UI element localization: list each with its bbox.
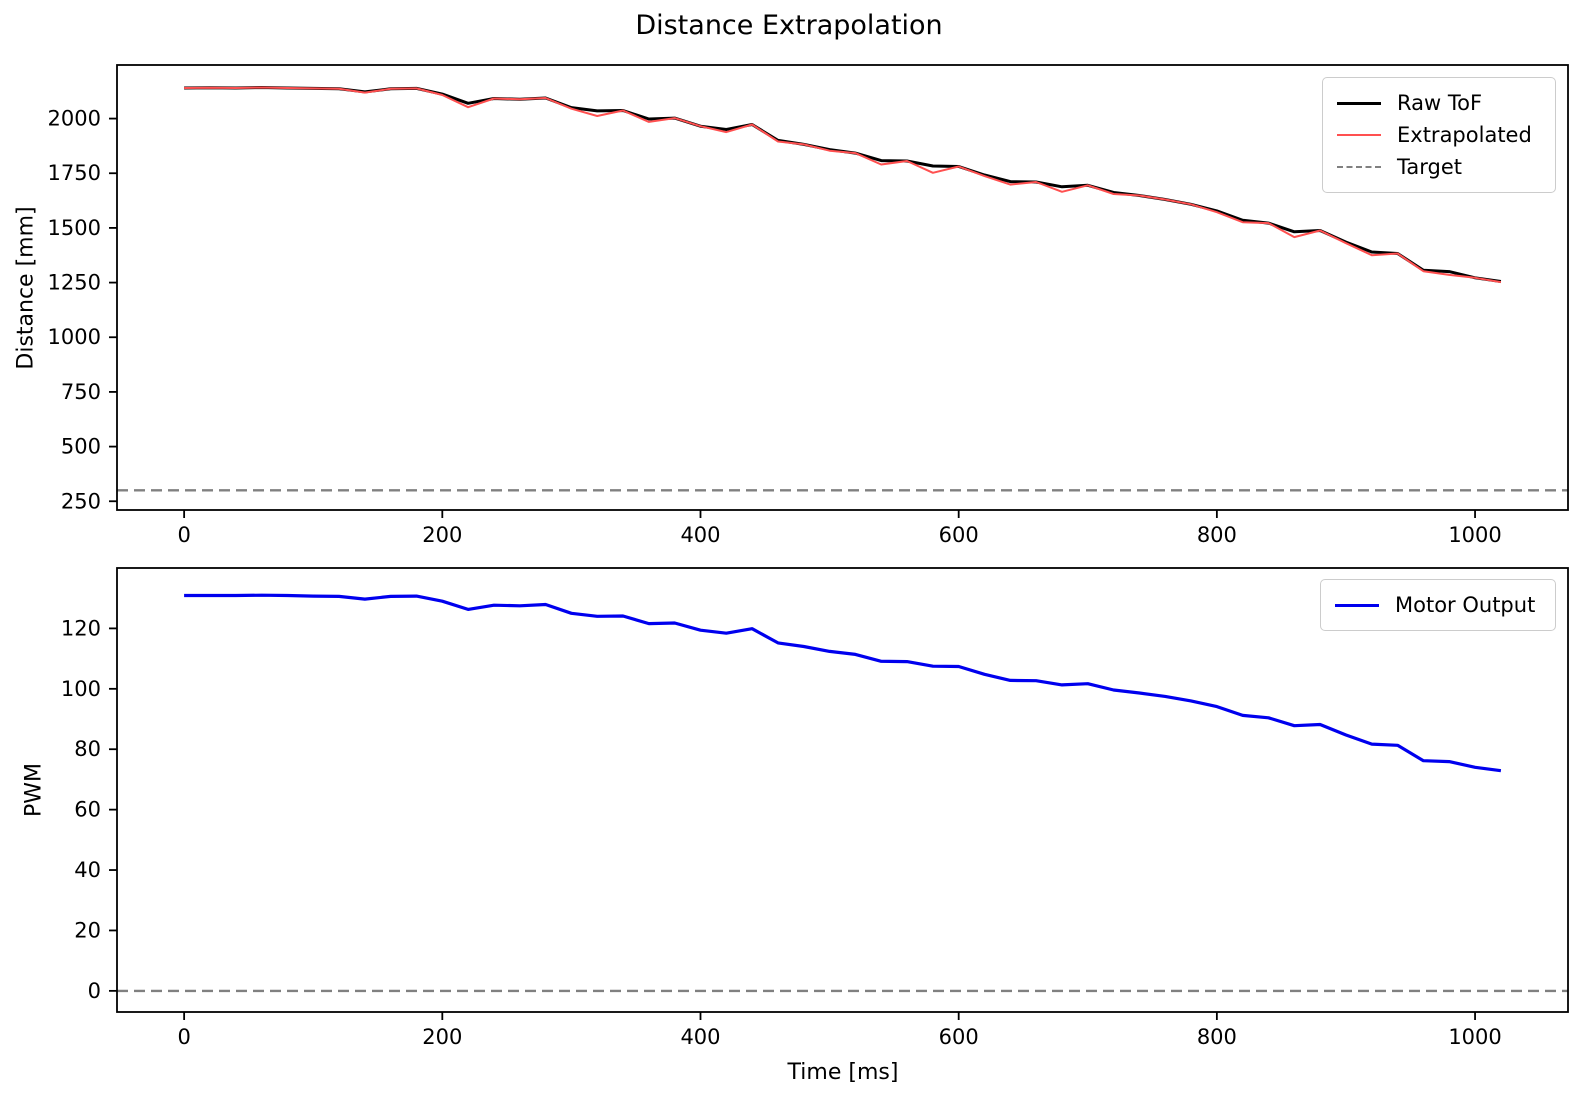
y-tick-label: 20 — [74, 918, 101, 942]
legend-label-target: Target — [1397, 155, 1462, 179]
y-tick-label: 0 — [88, 979, 101, 1003]
figure-title: Distance Extrapolation — [635, 10, 943, 41]
series-line-raw-tof — [184, 86, 1502, 283]
distance-legend: Raw ToF Extrapolated Target — [1322, 77, 1556, 193]
y-tick-label: 1500 — [48, 216, 101, 240]
y-tick-label: 750 — [61, 380, 101, 404]
x-tick-label: 200 — [422, 523, 462, 547]
legend-item-raw-tof: Raw ToF — [1337, 87, 1541, 119]
y-tick-label: 250 — [61, 489, 101, 513]
y-tick-label: 120 — [61, 616, 101, 640]
legend-item-motor-output: Motor Output — [1335, 589, 1541, 621]
y-tick-label: 500 — [61, 435, 101, 459]
x-tick-label: 800 — [1197, 1025, 1237, 1049]
axes-box — [116, 64, 1569, 511]
x-tick-label: 400 — [680, 1025, 720, 1049]
y-tick-label: 60 — [74, 798, 101, 822]
pwm-legend: Motor Output — [1320, 579, 1556, 631]
distance-y-axis-label: Distance [mm] — [13, 206, 39, 370]
y-tick-label: 80 — [74, 737, 101, 761]
legend-item-target: Target — [1337, 151, 1541, 183]
x-tick-label: 1000 — [1448, 523, 1501, 547]
legend-label-raw-tof: Raw ToF — [1397, 91, 1483, 115]
target-line-swatch — [1337, 166, 1381, 168]
x-tick-label: 0 — [177, 1025, 190, 1049]
series-line-motor-output — [184, 593, 1502, 773]
legend-item-extrapolated: Extrapolated — [1337, 119, 1541, 151]
x-tick-label: 1000 — [1448, 1025, 1501, 1049]
series-line-extrapolated — [184, 86, 1502, 284]
y-tick-label: 40 — [74, 858, 101, 882]
legend-label-extrapolated: Extrapolated — [1397, 123, 1532, 147]
y-tick-label: 1750 — [48, 161, 101, 185]
raw-tof-line-swatch — [1337, 101, 1381, 105]
legend-label-motor-output: Motor Output — [1395, 593, 1536, 617]
extrapolated-line-swatch — [1337, 134, 1381, 136]
pwm-y-axis-label: PWM — [21, 762, 47, 818]
axes-box — [116, 567, 1569, 1013]
x-tick-label: 600 — [939, 1025, 979, 1049]
x-tick-label: 400 — [680, 523, 720, 547]
x-tick-label: 600 — [939, 523, 979, 547]
y-tick-label: 100 — [61, 677, 101, 701]
x-tick-label: 200 — [422, 1025, 462, 1049]
x-tick-label: 0 — [177, 523, 190, 547]
y-tick-label: 1000 — [48, 325, 101, 349]
x-tick-label: 800 — [1197, 523, 1237, 547]
motor-output-line-swatch — [1335, 603, 1379, 607]
time-x-axis-label: Time [ms] — [787, 1060, 899, 1085]
y-tick-label: 2000 — [48, 107, 101, 131]
y-tick-label: 1250 — [48, 271, 101, 295]
